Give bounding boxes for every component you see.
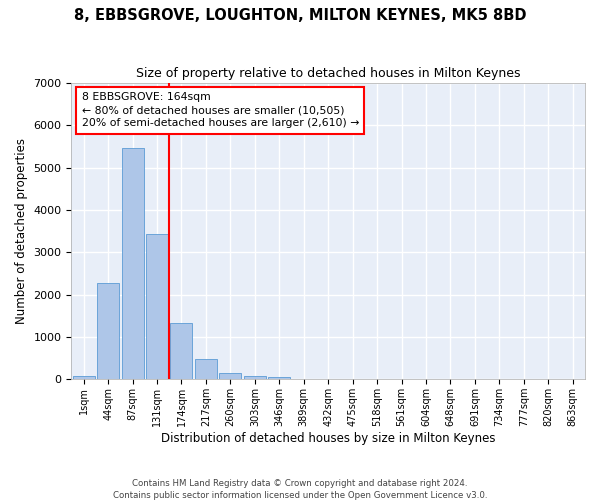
Title: Size of property relative to detached houses in Milton Keynes: Size of property relative to detached ho… [136, 68, 520, 80]
Text: 8 EBBSGROVE: 164sqm
← 80% of detached houses are smaller (10,505)
20% of semi-de: 8 EBBSGROVE: 164sqm ← 80% of detached ho… [82, 92, 359, 128]
Bar [268, 377, 290, 380]
Bar [244, 376, 266, 380]
Bar [146, 234, 168, 380]
Bar [220, 372, 241, 380]
Bar [97, 283, 119, 380]
Bar [73, 376, 95, 380]
Bar [195, 360, 217, 380]
X-axis label: Distribution of detached houses by size in Milton Keynes: Distribution of detached houses by size … [161, 432, 496, 445]
Bar [170, 324, 193, 380]
Text: Contains HM Land Registry data © Crown copyright and database right 2024.
Contai: Contains HM Land Registry data © Crown c… [113, 478, 487, 500]
Text: 8, EBBSGROVE, LOUGHTON, MILTON KEYNES, MK5 8BD: 8, EBBSGROVE, LOUGHTON, MILTON KEYNES, M… [74, 8, 526, 22]
Y-axis label: Number of detached properties: Number of detached properties [15, 138, 28, 324]
Bar [122, 148, 143, 380]
